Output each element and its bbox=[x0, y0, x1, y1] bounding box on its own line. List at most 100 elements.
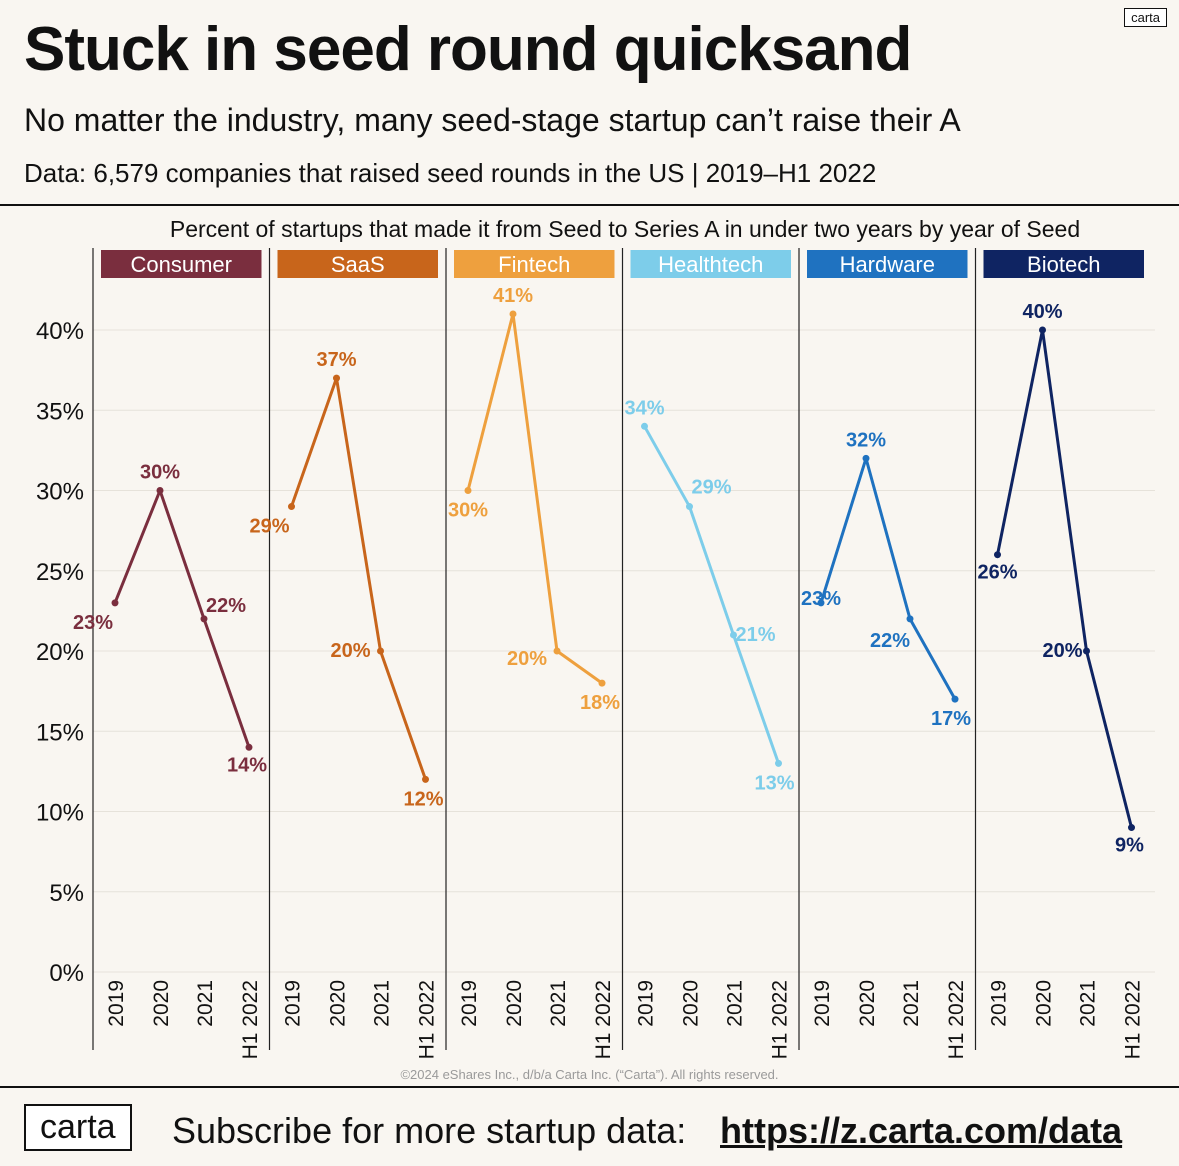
data-label: 9% bbox=[1115, 835, 1144, 857]
data-label: 21% bbox=[736, 624, 776, 646]
data-point bbox=[377, 647, 384, 655]
x-tick-label: 2019 bbox=[282, 980, 305, 1027]
x-tick-label: H1 2022 bbox=[239, 980, 262, 1059]
data-label: 23% bbox=[73, 612, 113, 634]
x-tick-label: 2020 bbox=[856, 980, 879, 1027]
data-label: 17% bbox=[931, 708, 971, 730]
data-label: 26% bbox=[977, 562, 1017, 584]
x-tick-label: 2019 bbox=[105, 980, 128, 1027]
data-point bbox=[156, 487, 164, 494]
series-line bbox=[643, 425, 780, 764]
series-line bbox=[466, 312, 603, 685]
x-tick-label: 2019 bbox=[811, 980, 834, 1027]
x-tick-label: 2021 bbox=[900, 980, 923, 1027]
data-point bbox=[598, 679, 606, 687]
data-label: 23% bbox=[801, 588, 841, 610]
x-tick-label: H1 2022 bbox=[769, 980, 792, 1059]
top-divider bbox=[0, 204, 1179, 206]
data-point bbox=[464, 487, 472, 494]
x-tick-label: 2021 bbox=[371, 980, 394, 1027]
data-label: 13% bbox=[754, 772, 794, 794]
data-label: 18% bbox=[580, 692, 620, 714]
x-tick-label: 2020 bbox=[327, 980, 350, 1027]
copyright: ©2024 eShares Inc., d/b/a Carta Inc. (“C… bbox=[400, 1067, 779, 1082]
data-point bbox=[817, 599, 825, 607]
y-tick-label: 25% bbox=[36, 559, 84, 586]
panel-header bbox=[454, 250, 615, 278]
panel-header bbox=[983, 250, 1144, 278]
series-line bbox=[113, 489, 251, 748]
panel-header bbox=[101, 250, 262, 278]
data-label: 20% bbox=[1042, 640, 1082, 662]
x-tick-label: 2019 bbox=[988, 980, 1011, 1027]
y-tick-label: 5% bbox=[49, 880, 84, 907]
data-label: 30% bbox=[448, 500, 488, 522]
data-label: 41% bbox=[493, 285, 533, 307]
data-label: 14% bbox=[227, 754, 267, 776]
data-point bbox=[906, 615, 914, 623]
footer-carta-logo: carta bbox=[24, 1104, 132, 1151]
data-label: 12% bbox=[403, 788, 443, 810]
page-title: Stuck in seed round quicksand bbox=[24, 15, 912, 84]
panel-header-label: Fintech bbox=[498, 252, 570, 277]
x-tick-label: H1 2022 bbox=[945, 980, 968, 1059]
data-label: 22% bbox=[206, 595, 246, 617]
data-point bbox=[509, 310, 517, 318]
data-point bbox=[1039, 326, 1046, 334]
y-tick-label: 0% bbox=[49, 960, 84, 987]
y-tick-label: 10% bbox=[36, 800, 84, 827]
panel-header-label: Hardware bbox=[840, 252, 935, 277]
x-tick-label: 2020 bbox=[1033, 980, 1056, 1027]
panel-header bbox=[807, 250, 968, 278]
page-subtitle: No matter the industry, many seed-stage … bbox=[24, 102, 961, 138]
series-line bbox=[290, 376, 427, 780]
data-label: 29% bbox=[692, 477, 732, 499]
x-tick-label: 2020 bbox=[680, 980, 703, 1027]
data-point bbox=[245, 743, 253, 751]
data-point bbox=[288, 503, 295, 511]
subscribe-link[interactable]: https://z.carta.com/data bbox=[720, 1110, 1123, 1151]
data-label: 30% bbox=[140, 462, 180, 484]
chart-title: Percent of startups that made it from Se… bbox=[169, 216, 1081, 242]
subscribe-text: Subscribe for more startup data: bbox=[172, 1110, 687, 1151]
data-point bbox=[994, 551, 1001, 559]
y-tick-label: 20% bbox=[36, 639, 84, 666]
data-label: 22% bbox=[870, 630, 910, 652]
panel-header-label: Consumer bbox=[131, 252, 232, 277]
data-point bbox=[200, 615, 208, 623]
data-point bbox=[951, 695, 959, 703]
x-tick-label: 2019 bbox=[635, 980, 658, 1027]
panel-header-label: Biotech bbox=[1027, 252, 1100, 277]
carta-logo: carta bbox=[1124, 8, 1167, 27]
data-label: 32% bbox=[846, 429, 886, 451]
x-tick-label: H1 2022 bbox=[592, 980, 615, 1059]
x-tick-label: 2020 bbox=[150, 980, 173, 1027]
data-label: 40% bbox=[1022, 301, 1062, 323]
data-note: Data: 6,579 companies that raised seed r… bbox=[24, 158, 877, 188]
x-tick-label: 2020 bbox=[503, 980, 526, 1027]
data-label: 20% bbox=[330, 640, 370, 662]
x-tick-label: 2021 bbox=[194, 980, 217, 1027]
bottom-divider bbox=[0, 1086, 1179, 1088]
x-tick-label: H1 2022 bbox=[416, 980, 439, 1059]
x-tick-label: H1 2022 bbox=[1122, 980, 1145, 1059]
y-tick-label: 35% bbox=[36, 398, 84, 425]
data-point bbox=[422, 775, 429, 783]
data-point bbox=[730, 631, 737, 639]
data-point bbox=[641, 422, 648, 430]
x-tick-label: 2019 bbox=[458, 980, 481, 1027]
panel-header bbox=[630, 250, 791, 278]
x-tick-label: 2021 bbox=[724, 980, 747, 1027]
data-point bbox=[1128, 824, 1135, 832]
x-tick-label: 2021 bbox=[1077, 980, 1100, 1027]
y-tick-label: 30% bbox=[36, 479, 84, 506]
data-point bbox=[686, 503, 693, 511]
data-point bbox=[111, 599, 119, 607]
data-label: 29% bbox=[249, 516, 289, 538]
panel-header-label: SaaS bbox=[331, 252, 385, 277]
x-tick-label: 2021 bbox=[547, 980, 570, 1027]
panel-header bbox=[277, 250, 438, 278]
series-line bbox=[996, 328, 1133, 828]
data-label: 34% bbox=[624, 397, 664, 419]
